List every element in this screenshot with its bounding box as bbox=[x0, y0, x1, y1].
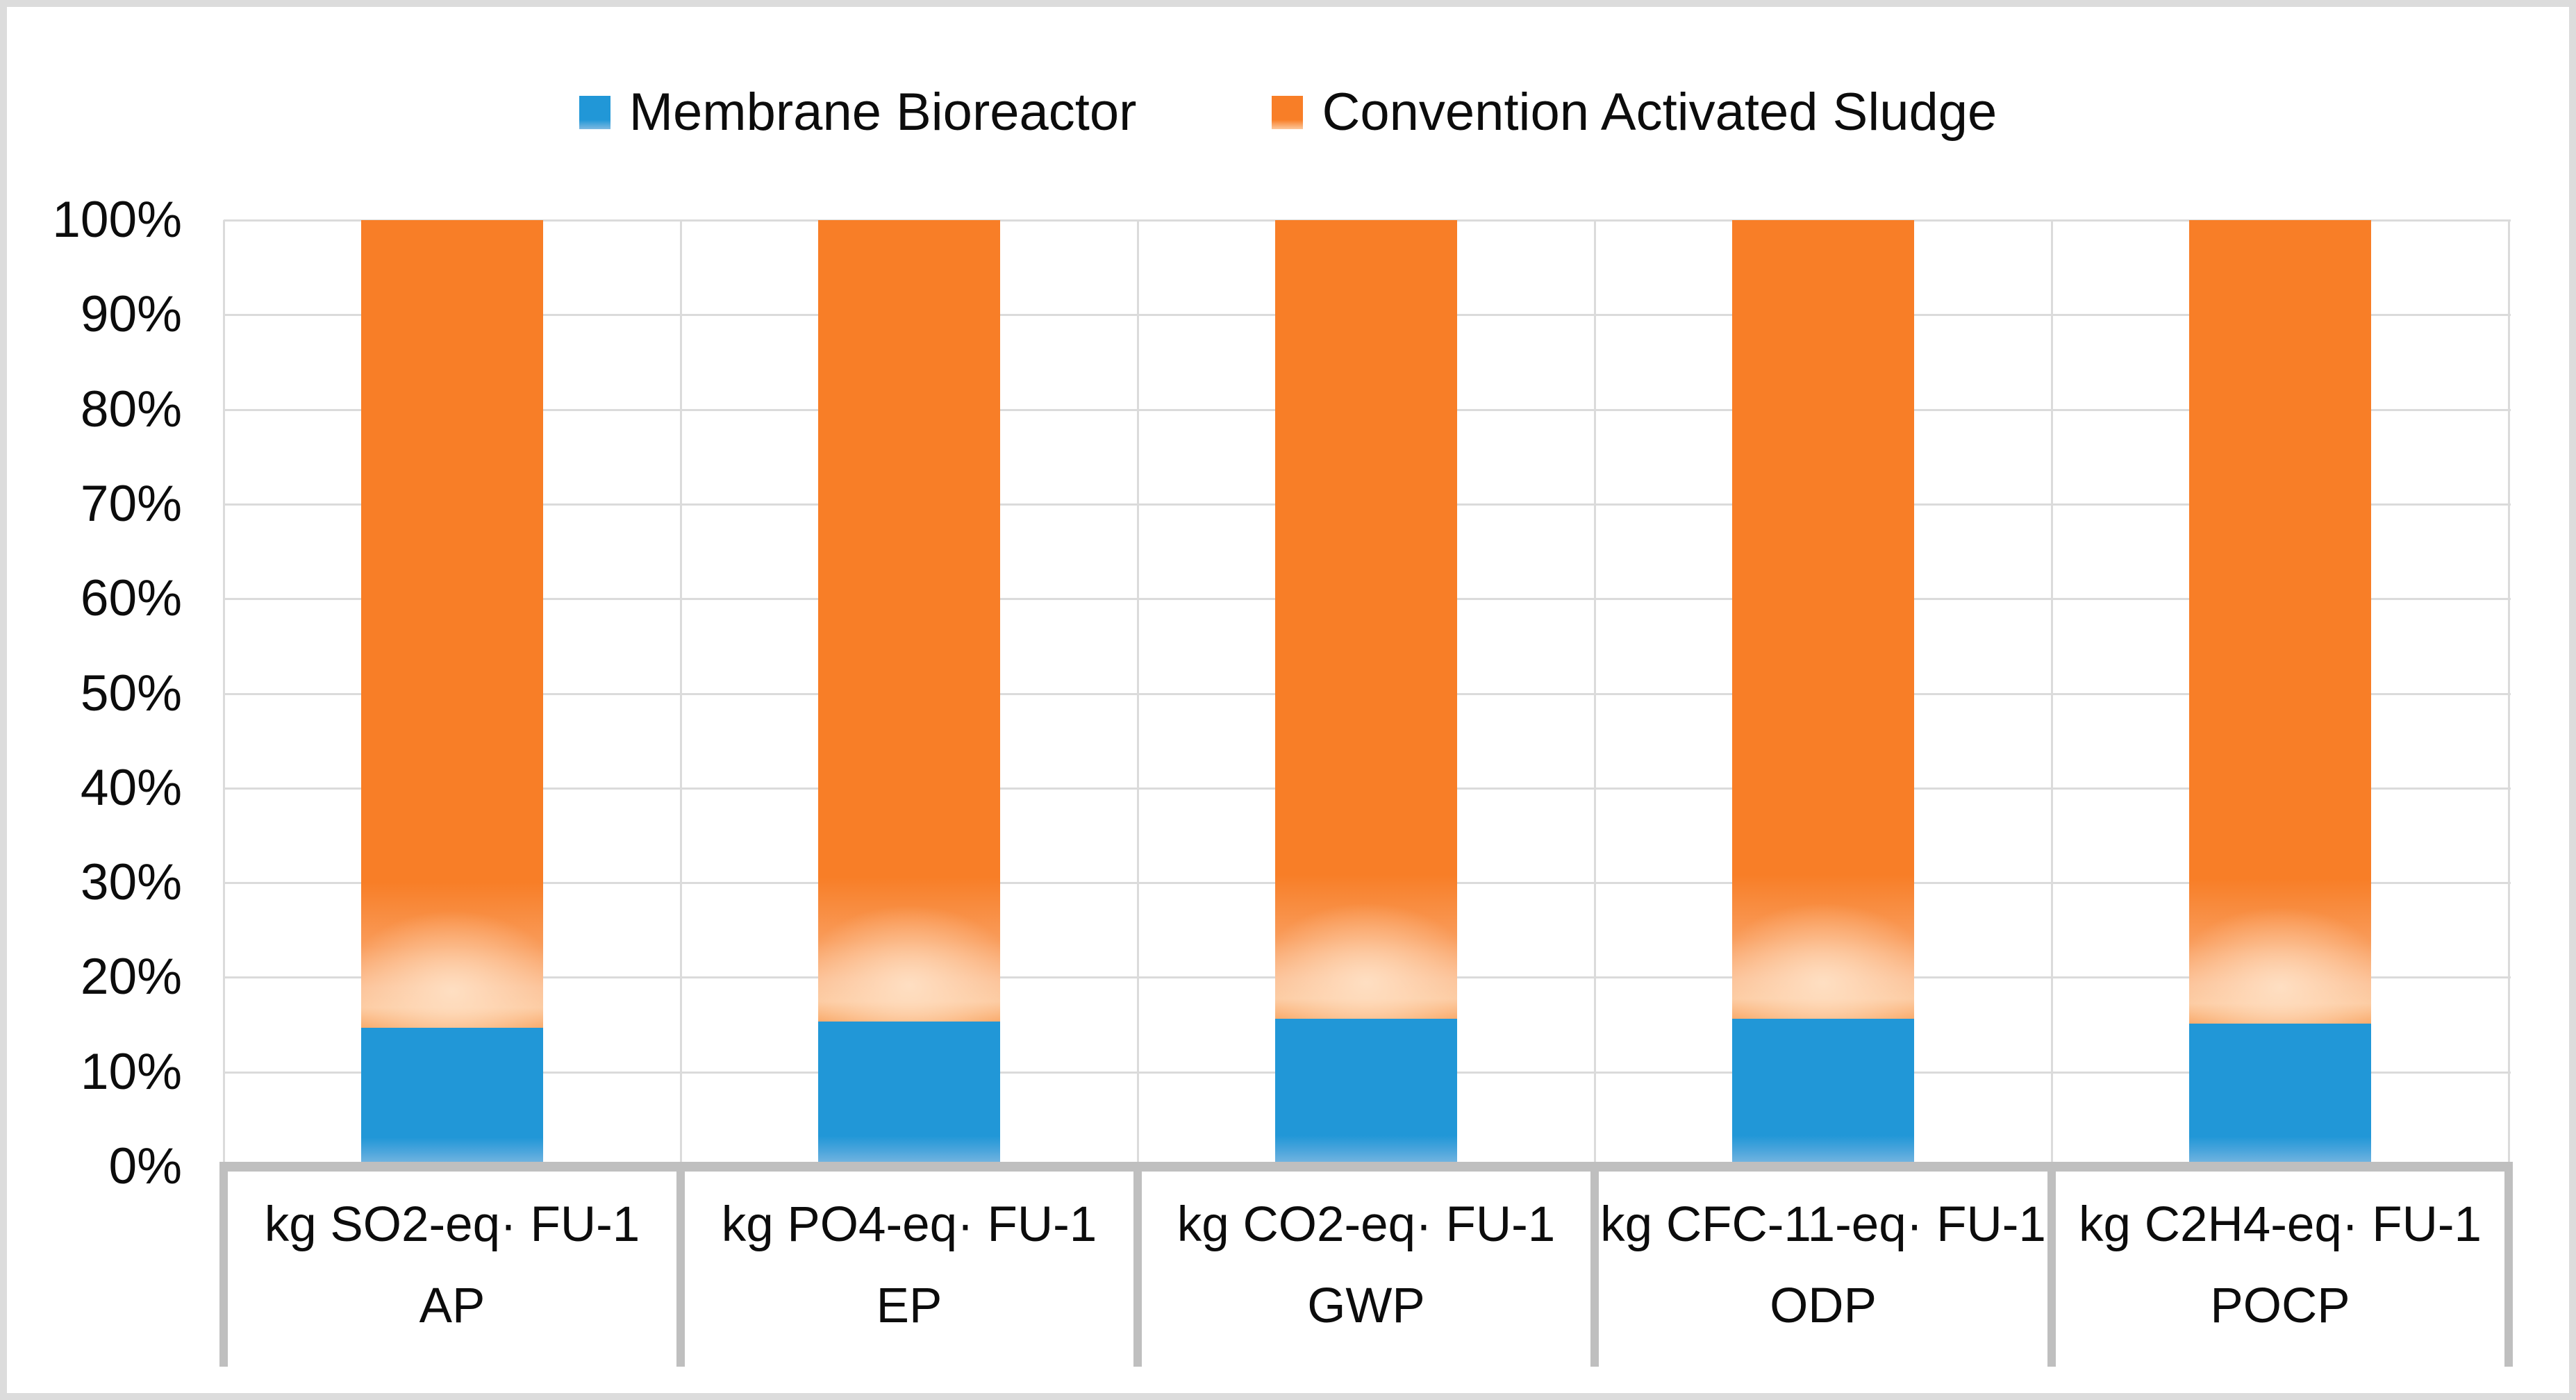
legend-label: Convention Activated Sludge bbox=[1322, 83, 1997, 142]
y-tick-label: 80% bbox=[80, 381, 182, 438]
gridline-vertical bbox=[1137, 220, 1139, 1162]
category-unit-label: kg CO2-eq· FU-1 bbox=[1177, 1197, 1556, 1253]
gridline-vertical bbox=[1594, 220, 1596, 1162]
bar-odp bbox=[1732, 220, 1914, 1167]
category-cell-pocp: kg C2H4-eq· FU-1 POCP bbox=[2052, 1172, 2509, 1367]
bar-segment-convention-activated-sludge bbox=[1275, 220, 1457, 1019]
bar-segment-membrane-bioreactor bbox=[1732, 1019, 1914, 1167]
category-divider bbox=[2047, 1172, 2056, 1367]
category-unit-label: kg SO2-eq· FU-1 bbox=[264, 1197, 640, 1253]
category-code-label: GWP bbox=[1307, 1278, 1425, 1334]
category-cell-ap: kg SO2-eq· FU-1 AP bbox=[224, 1172, 681, 1367]
category-divider bbox=[1590, 1172, 1599, 1367]
legend-label: Membrane Bioreactor bbox=[629, 83, 1137, 142]
y-tick-label: 70% bbox=[80, 475, 182, 532]
bar-ep bbox=[818, 220, 1000, 1167]
y-tick-label: 40% bbox=[80, 759, 182, 816]
bar-segment-membrane-bioreactor bbox=[818, 1022, 1000, 1167]
x-axis-line bbox=[219, 1162, 2513, 1172]
bar-pocp bbox=[2189, 220, 2371, 1167]
bar-gwp bbox=[1275, 220, 1457, 1167]
category-unit-label: kg PO4-eq· FU-1 bbox=[721, 1197, 1097, 1253]
y-tick-label: 0% bbox=[108, 1138, 182, 1194]
legend-item-membrane-bioreactor: Membrane Bioreactor bbox=[579, 83, 1137, 142]
gridline-vertical bbox=[680, 220, 682, 1162]
legend: Membrane Bioreactor Convention Activated … bbox=[7, 78, 2569, 147]
bar-segment-convention-activated-sludge bbox=[1732, 220, 1914, 1019]
category-cell-ep: kg PO4-eq· FU-1 EP bbox=[681, 1172, 1138, 1367]
category-cell-odp: kg CFC-11-eq· FU-1 ODP bbox=[1595, 1172, 2052, 1367]
category-unit-label: kg C2H4-eq· FU-1 bbox=[2079, 1197, 2482, 1253]
category-code-label: ODP bbox=[1770, 1278, 1877, 1334]
bar-segment-convention-activated-sludge bbox=[361, 220, 543, 1028]
category-divider bbox=[2504, 1172, 2513, 1367]
y-tick-label: 100% bbox=[52, 192, 182, 248]
category-cell-gwp: kg CO2-eq· FU-1 GWP bbox=[1138, 1172, 1595, 1367]
y-tick-label: 60% bbox=[80, 570, 182, 627]
y-tick-label: 20% bbox=[80, 949, 182, 1006]
gridline-vertical bbox=[2508, 220, 2510, 1162]
legend-item-convention-activated-sludge: Convention Activated Sludge bbox=[1272, 86, 1997, 139]
bar-ap bbox=[361, 220, 543, 1167]
category-divider bbox=[676, 1172, 685, 1367]
bar-segment-membrane-bioreactor bbox=[2189, 1024, 2371, 1167]
y-tick-label: 30% bbox=[80, 854, 182, 911]
gridline-vertical bbox=[2051, 220, 2053, 1162]
legend-swatch-membrane-bioreactor bbox=[579, 96, 610, 129]
legend-swatch-convention-activated-sludge bbox=[1272, 96, 1304, 129]
category-divider bbox=[1133, 1172, 1142, 1367]
bar-segment-membrane-bioreactor bbox=[1275, 1019, 1457, 1167]
y-tick-label: 90% bbox=[80, 286, 182, 343]
category-code-label: POCP bbox=[2210, 1278, 2350, 1334]
gridline-vertical bbox=[223, 220, 225, 1162]
category-code-label: EP bbox=[876, 1278, 942, 1334]
y-tick-label: 50% bbox=[80, 665, 182, 722]
category-unit-label: kg CFC-11-eq· FU-1 bbox=[1600, 1197, 2046, 1253]
bar-segment-membrane-bioreactor bbox=[361, 1028, 543, 1167]
category-divider bbox=[219, 1172, 228, 1367]
category-code-label: AP bbox=[419, 1278, 485, 1334]
y-tick-label: 10% bbox=[80, 1043, 182, 1100]
bar-segment-convention-activated-sludge bbox=[818, 220, 1000, 1022]
bar-segment-convention-activated-sludge bbox=[2189, 220, 2371, 1024]
